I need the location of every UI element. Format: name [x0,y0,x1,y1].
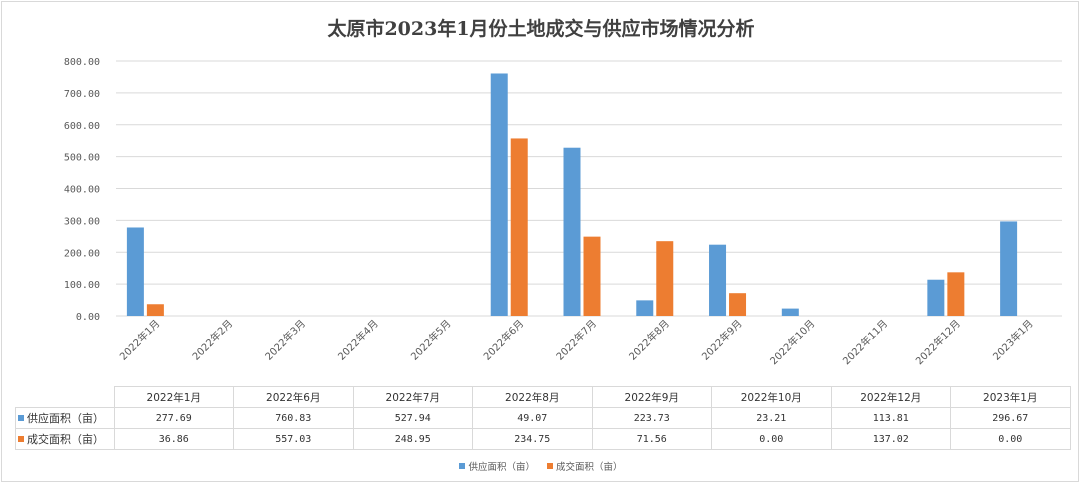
table-cell: 113.81 [830,407,951,429]
supply-bar [563,147,581,316]
x-tick-label: 2022年1月 [117,317,163,363]
supply-bar [490,73,508,316]
table-column-header: 2022年9月 [591,386,712,408]
table-row: 成交面积（亩） 36.86 557.03 248.95 234.75 71.56 0.00 1… [15,428,1071,450]
x-tick-label: 2022年3月 [262,317,308,363]
deal-bar [656,241,674,316]
x-tick-label: 2022年8月 [626,317,672,363]
deal-bar [583,236,601,316]
x-tick-label: 2023年1月 [990,317,1036,363]
x-tick-label: 2022年7月 [553,317,599,363]
legend-label: 成交面积（亩） [556,462,623,473]
table-cell: 277.69 [113,407,234,429]
table-cell: 0.00 [950,428,1071,450]
table-cell: 49.07 [472,407,593,429]
supply-bar [1000,221,1018,316]
table-row-header: 供应面积（亩） [15,407,115,429]
x-tick-label: 2022年6月 [481,317,527,363]
table-cell: 223.73 [591,407,712,429]
deal-bar [947,272,965,316]
row-label: 成交面积（亩） [27,433,104,446]
legend-swatch [547,463,553,469]
table-cell: 234.75 [472,428,593,450]
row-label: 供应面积（亩） [27,412,104,425]
table-column-header: 2022年6月 [233,386,354,408]
y-tick-label: 600.00 [64,121,100,132]
y-tick-label: 700.00 [64,89,100,100]
y-tick-label: 500.00 [64,153,100,164]
supply-bar [781,308,799,316]
y-tick-label: 100.00 [64,280,100,291]
table-cell: 248.95 [352,428,473,450]
deal-bar [146,304,164,316]
data-table: 2022年1月 2022年6月 2022年7月 2022年8月 2022年9月 2022年… [15,386,1071,450]
x-tick-label: 2022年4月 [335,317,381,363]
legend: 供应面积（亩） 成交面积（亩） [0,459,1082,473]
x-tick-label: 2022年11月 [840,317,890,367]
series-swatch [18,436,24,442]
table-column-header: 2022年10月 [711,386,832,408]
deal-bar [510,138,528,316]
table-cell: 36.86 [113,428,234,450]
table-cell: 760.83 [233,407,354,429]
table-column-header: 2023年1月 [950,386,1071,408]
series-swatch [18,415,24,421]
chart-title: 太原市2023年1月份土地成交与供应市场情况分析 [327,18,755,40]
y-tick-label: 0.00 [76,312,100,323]
y-tick-label: 400.00 [64,185,100,196]
x-tick-label: 2022年9月 [699,317,745,363]
table-cell: 296.67 [950,407,1071,429]
table-cell: 527.94 [352,407,473,429]
x-tick-label: 2022年2月 [189,317,235,363]
table-cell: 137.02 [830,428,951,450]
table-column-header: 2022年7月 [352,386,473,408]
legend-swatch [459,463,466,469]
table-cell: 557.03 [233,428,354,450]
legend-label: 供应面积（亩） [468,462,535,473]
y-tick-label: 300.00 [64,216,100,227]
table-corner [15,386,115,408]
legend-item: 成交面积（亩） [547,459,623,473]
table-cell: 23.21 [711,407,832,429]
table-cell: 71.56 [591,428,712,450]
deal-bar [729,293,747,316]
supply-bar [636,300,654,316]
table-column-header: 2022年8月 [472,386,593,408]
table-column-header: 2022年1月 [113,386,234,408]
x-tick-label: 2022年12月 [913,317,963,367]
supply-bar [927,279,945,316]
table-column-header: 2022年12月 [830,386,951,408]
chart-plot: 0.00 100.00 200.00 300.00 400.00 500.00 600.00… [64,57,1062,367]
supply-bar [126,227,144,316]
x-tick-label: 2022年5月 [408,317,454,363]
table-row-header: 成交面积（亩） [15,428,115,450]
table-cell: 0.00 [711,428,832,450]
supply-bar [709,244,727,316]
y-tick-label: 200.00 [64,248,100,259]
x-tick-label: 2022年10月 [767,317,817,367]
legend-item: 供应面积（亩） [459,459,535,473]
table-row: 供应面积（亩） 277.69 760.83 527.94 49.07 223.73 23.2… [15,407,1071,429]
y-tick-label: 800.00 [64,57,100,68]
table-header-row: 2022年1月 2022年6月 2022年7月 2022年8月 2022年9月 2022年… [15,386,1071,408]
